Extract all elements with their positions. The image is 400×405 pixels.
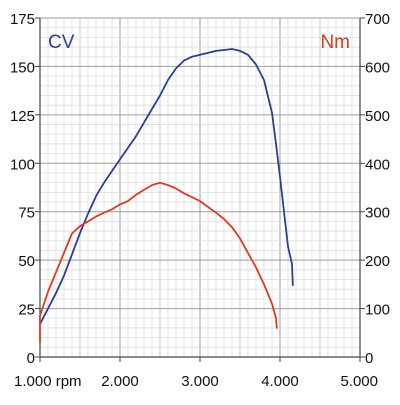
left-tick-label: 50	[18, 253, 35, 270]
x-tick-label: 1.000 rpm	[14, 373, 82, 390]
series	[39, 48, 294, 344]
x-tick-label: 4.000	[261, 373, 299, 390]
series-line-nm	[39, 181, 278, 344]
x-tick-label: 2.000	[101, 373, 139, 390]
right-tick-label: 700	[365, 11, 390, 28]
right-tick-label: 400	[365, 156, 390, 173]
left-tick-label: 175	[10, 11, 35, 28]
x-axis-ticks: 1.000 rpm 2.000 3.000 4.000 5.000	[14, 357, 378, 390]
left-tick-label: 100	[10, 156, 35, 173]
left-tick-label: 0	[27, 350, 35, 367]
left-y-axis-ticks: 0 25 50 75 100 125 150 175	[10, 11, 40, 367]
right-y-axis-ticks: 0 100 200 300 400 500 600 700	[360, 11, 390, 367]
series-line-cv	[39, 48, 294, 326]
left-axis-label: CV	[48, 32, 75, 53]
right-tick-label: 500	[365, 108, 390, 125]
left-tick-label: 75	[18, 205, 35, 222]
right-tick-label: 600	[365, 59, 390, 76]
right-tick-label: 0	[365, 350, 373, 367]
left-tick-label: 125	[10, 108, 35, 125]
grid	[39, 17, 361, 358]
right-axis-label: Nm	[320, 32, 350, 53]
x-tick-label: 3.000	[181, 373, 219, 390]
x-tick-label: 5.000	[340, 373, 378, 390]
right-tick-label: 300	[365, 205, 390, 222]
left-tick-label: 150	[10, 59, 35, 76]
right-tick-label: 100	[365, 302, 390, 319]
right-tick-label: 200	[365, 253, 390, 270]
left-tick-label: 25	[18, 302, 35, 319]
